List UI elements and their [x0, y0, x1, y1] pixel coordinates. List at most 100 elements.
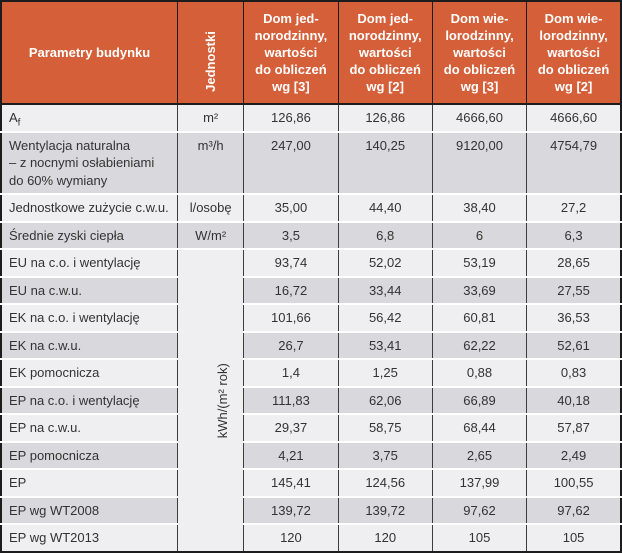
value-cell: 9120,00	[431, 130, 527, 194]
value-cell: 139,72	[243, 495, 339, 524]
parameter-cell: EP wg WT2008	[1, 495, 178, 524]
header-dom-wielorodzinny-3: Dom wie- lorodzinny, wartości do oblicze…	[431, 1, 527, 105]
parameter-cell: EU na c.o. i wentylację	[1, 248, 178, 277]
value-cell: 3,75	[337, 440, 433, 469]
table-row: Wentylacja naturalna – z nocnymi osłabie…	[1, 130, 621, 194]
value-cell: 140,25	[337, 130, 433, 194]
value-cell: 2,65	[431, 440, 527, 469]
jednostki-vertical-label: Jednostki	[203, 30, 219, 92]
value-cell: 66,89	[431, 385, 527, 414]
value-cell: 6,3	[526, 220, 621, 249]
table-row: Af m² 126,86 126,86 4666,60 4666,60	[1, 104, 621, 132]
table-row: EP wg WT2008 139,72 139,72 97,62 97,62	[1, 495, 621, 524]
value-cell: 105	[431, 523, 527, 552]
value-cell: 28,65	[526, 248, 621, 277]
value-cell: 93,74	[243, 248, 339, 277]
parameter-cell: Af	[1, 104, 178, 132]
table-row: EK na c.o. i wentylację 101,66 56,42 60,81 3…	[1, 303, 621, 332]
value-cell: 16,72	[243, 275, 339, 304]
parameter-cell: Wentylacja naturalna – z nocnymi osłabie…	[1, 130, 178, 194]
value-cell: 120	[243, 523, 339, 552]
value-cell: 62,22	[431, 330, 527, 359]
header-dom-wielorodzinny-2: Dom wie- lorodzinny, wartości do oblicze…	[526, 1, 621, 105]
value-cell: 53,19	[431, 248, 527, 277]
value-cell: 124,56	[337, 468, 433, 497]
value-cell: 111,83	[243, 385, 339, 414]
table-row: EU na c.w.u. 16,72 33,44 33,69 27,55	[1, 275, 621, 304]
parameter-cell: Średnie zyski ciepła	[1, 220, 178, 249]
value-cell: 3,5	[243, 220, 339, 249]
value-cell: 0,83	[526, 358, 621, 387]
value-cell: 6,8	[337, 220, 433, 249]
value-cell: 52,02	[337, 248, 433, 277]
table-row: EP wg WT2013 120 120 105 105	[1, 523, 621, 552]
merged-unit-cell: kWh/(m² rok)	[177, 248, 244, 552]
value-cell: 56,42	[337, 303, 433, 332]
parameter-cell: EK pomocnicza	[1, 358, 178, 387]
header-dom-jednorodzinny-3: Dom jed- norodzinny, wartości do oblicze…	[243, 1, 339, 105]
value-cell: 139,72	[337, 495, 433, 524]
parameter-cell: EK na c.w.u.	[1, 330, 178, 359]
value-cell: 44,40	[337, 193, 433, 222]
value-cell: 100,55	[526, 468, 621, 497]
table-row: Średnie zyski ciepła W/m² 3,5 6,8 6 6,3	[1, 220, 621, 249]
parameter-cell: EP pomocnicza	[1, 440, 178, 469]
value-cell: 27,2	[526, 193, 621, 222]
value-cell: 105	[526, 523, 621, 552]
value-cell: 101,66	[243, 303, 339, 332]
value-cell: 4666,60	[431, 104, 527, 132]
value-cell: 145,41	[243, 468, 339, 497]
value-cell: 4,21	[243, 440, 339, 469]
unit-vertical-label: kWh/(m² rok)	[214, 362, 230, 438]
value-cell: 2,49	[526, 440, 621, 469]
value-cell: 52,61	[526, 330, 621, 359]
value-cell: 26,7	[243, 330, 339, 359]
value-cell: 97,62	[431, 495, 527, 524]
value-cell: 29,37	[243, 413, 339, 442]
value-cell: 6	[431, 220, 527, 249]
table-row: Jednostkowe zużycie c.w.u. l/osobę 35,00 44…	[1, 193, 621, 222]
value-cell: 4666,60	[526, 104, 621, 132]
value-cell: 1,4	[243, 358, 339, 387]
value-cell: 97,62	[526, 495, 621, 524]
parameter-cell: EP wg WT2013	[1, 523, 178, 552]
value-cell: 4754,79	[526, 130, 621, 194]
value-cell: 40,18	[526, 385, 621, 414]
table-row: EP 145,41 124,56 137,99 100,55	[1, 468, 621, 497]
header-row: Parametry budynku Jednostki Dom jed- nor…	[1, 1, 621, 105]
value-cell: 27,55	[526, 275, 621, 304]
value-cell: 120	[337, 523, 433, 552]
value-cell: 38,40	[431, 193, 527, 222]
value-cell: 0,88	[431, 358, 527, 387]
value-cell: 126,86	[337, 104, 433, 132]
parameter-cell: EK na c.o. i wentylację	[1, 303, 178, 332]
value-cell: 33,44	[337, 275, 433, 304]
parameter-cell: EP	[1, 468, 178, 497]
value-cell: 1,25	[337, 358, 433, 387]
value-cell: 33,69	[431, 275, 527, 304]
header-jednostki: Jednostki	[177, 1, 244, 105]
table-row: EK na c.w.u. 26,7 53,41 62,22 52,61	[1, 330, 621, 359]
value-cell: 126,86	[243, 104, 339, 132]
parameter-cell: EP na c.o. i wentylację	[1, 385, 178, 414]
unit-cell: m²	[177, 104, 244, 132]
value-cell: 57,87	[526, 413, 621, 442]
header-parametry-budynku: Parametry budynku	[1, 1, 178, 105]
header-dom-jednorodzinny-2: Dom jed- norodzinny, wartości do oblicze…	[337, 1, 433, 105]
value-cell: 247,00	[243, 130, 339, 194]
parameter-cell: EP na c.w.u.	[1, 413, 178, 442]
parameter-cell: Jednostkowe zużycie c.w.u.	[1, 193, 178, 222]
parameter-subscript: f	[17, 117, 21, 129]
table-row: EP pomocnicza 4,21 3,75 2,65 2,49	[1, 440, 621, 469]
value-cell: 58,75	[337, 413, 433, 442]
table-row: EP na c.w.u. 29,37 58,75 68,44 57,87	[1, 413, 621, 442]
table-row: EU na c.o. i wentylację kWh/(m² rok) 93,74…	[1, 248, 621, 552]
value-cell: 137,99	[431, 468, 527, 497]
value-cell: 60,81	[431, 303, 527, 332]
table-row: EK pomocnicza 1,4 1,25 0,88 0,83	[1, 358, 621, 387]
unit-cell: W/m²	[177, 220, 244, 249]
value-cell: 53,41	[337, 330, 433, 359]
unit-cell: m³/h	[177, 130, 244, 194]
table-body: Af m² 126,86 126,86 4666,60 4666,60 Wentylacja…	[1, 104, 621, 552]
